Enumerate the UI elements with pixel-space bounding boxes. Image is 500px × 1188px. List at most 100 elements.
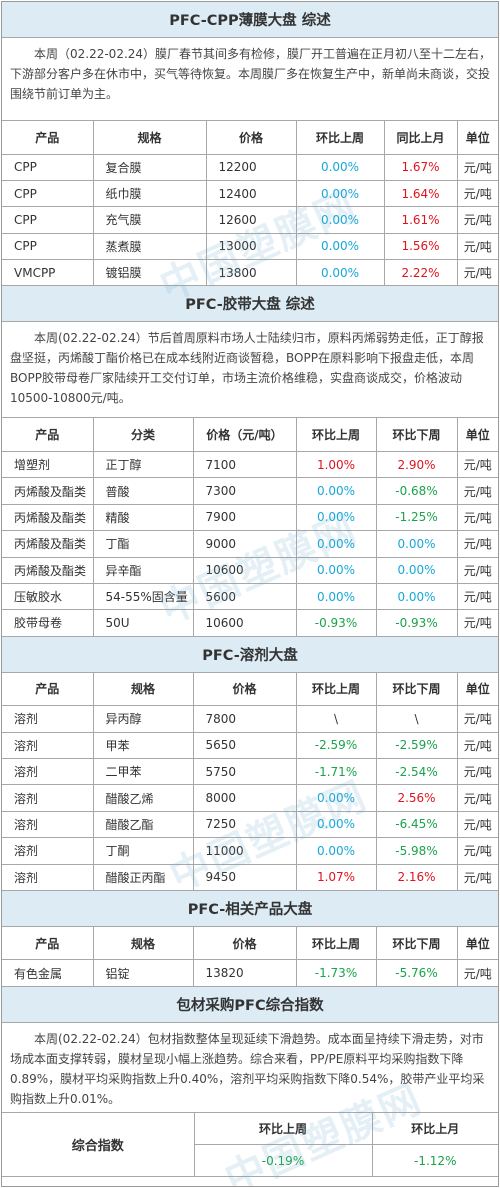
table-cell: 元/吨 [457,864,498,891]
table-cell: 元/吨 [457,451,498,479]
table-cell: 7100 [193,451,297,479]
table-cell: 溶剂 [2,837,94,865]
table-cell: 元/吨 [457,530,498,558]
table-cell: 丙烯酸及酯类 [2,504,94,532]
table-cell: 50U [93,609,194,637]
related-col-header: 环比下周 [376,926,458,961]
related-col-header: 价格 [193,926,297,961]
table-cell: -2.59% [296,732,377,759]
index-label: 综合指数 [2,1112,195,1178]
table-cell: -6.45% [376,811,458,839]
table-cell: 丙烯酸及酯类 [2,530,94,558]
table-cell: 13000 [206,233,297,261]
related-section-title: PFC-相关产品大盘 [2,890,498,927]
table-cell: 2.22% [384,259,458,287]
solvent-col-header: 单位 [457,672,498,707]
cpp-header-row: 产品 规格 价格 环比上周 同比上月 单位 [2,121,498,155]
table-row: 溶剂 丁酮 11000 0.00% -5.98% 元/吨 [2,837,498,865]
table-row: 溶剂 甲苯 5650 -2.59% -2.59% 元/吨 [2,732,498,759]
table-cell: 元/吨 [457,784,498,812]
table-cell: -0.68% [376,477,458,505]
solvent-col-header: 环比下周 [376,672,458,707]
index-col2-value: -1.12% [372,1144,498,1178]
table-cell: 0.00% [296,837,377,865]
table-cell: 5600 [193,583,297,611]
table-cell: 1.61% [384,206,458,234]
table-cell: \ [376,705,458,733]
table-cell: 二甲苯 [93,758,194,786]
tape-col-header: 环比上周 [296,418,377,452]
table-row: 溶剂 二甲苯 5750 -1.71% -2.54% 元/吨 [2,758,498,786]
table-cell: CPP [2,206,94,234]
table-row: 丙烯酸及酯类 普酸 7300 0.00% -0.68% 元/吨 [2,477,498,505]
table-cell: 增塑剂 [2,451,94,479]
table-cell: 胶带母卷 [2,609,94,637]
table-cell: 0.00% [296,259,385,287]
cpp-section-title: PFC-CPP薄膜大盘 综述 [2,2,498,38]
tape-table: 产品 分类 价格（元/吨） 环比上周 环比下周 单位 增塑剂 正丁醇 7100 1.00% 2.9… [2,418,498,637]
table-cell: 普酸 [93,477,194,505]
table-cell: 镀铝膜 [93,259,207,287]
table-cell: 13800 [206,259,297,287]
table-cell: 元/吨 [457,609,498,637]
index-intro: 本周(02.22-02.24）包材指数整体呈现延续下滑趋势。成本面呈持续下滑走势… [2,1023,498,1113]
table-cell: -0.93% [296,609,377,637]
table-cell: 异丙醇 [93,705,194,733]
table-cell: 2.16% [376,864,458,891]
table-cell: 5650 [193,732,297,759]
table-cell: 有色金属 [2,959,94,987]
table-cell: 0.00% [296,206,385,234]
table-cell: 溶剂 [2,864,94,891]
cpp-intro: 本周（02.22-02.24）膜厂春节其间多有检修，膜厂开工普遍在正月初八至十二… [2,38,498,121]
cpp-col-header: 同比上月 [384,121,458,155]
table-cell: 0.00% [296,180,385,208]
related-table: 产品 规格 价格 环比上周 环比下周 单位 有色金属 铝锭 13820 -1.73% -5.76%… [2,926,498,987]
table-cell: 元/吨 [457,758,498,786]
table-cell: CPP [2,154,94,181]
table-cell: 12600 [206,206,297,234]
table-cell: 12400 [206,180,297,208]
related-col-header: 产品 [2,926,94,961]
table-cell: 元/吨 [457,837,498,865]
cpp-col-header: 单位 [457,121,498,155]
table-cell: 0.00% [376,557,458,584]
table-cell: 0.00% [296,583,377,611]
table-cell: 丁酮 [93,837,194,865]
table-cell: 0.00% [376,583,458,611]
solvent-section-title: PFC-溶剂大盘 [2,636,498,673]
table-row: 丙烯酸及酯类 精酸 7900 0.00% -1.25% 元/吨 [2,504,498,532]
table-cell: 元/吨 [457,206,498,234]
table-cell: 5750 [193,758,297,786]
table-cell: 0.00% [296,811,377,839]
table-cell: 元/吨 [457,154,498,181]
table-row: 溶剂 醋酸乙酯 7250 0.00% -6.45% 元/吨 [2,811,498,839]
solvent-header-row: 产品 规格 价格 环比上周 环比下周 单位 [2,672,498,707]
table-cell: 7800 [193,705,297,733]
table-cell: 元/吨 [457,477,498,505]
table-cell: 1.56% [384,233,458,261]
table-cell: 甲苯 [93,732,194,759]
related-header-row: 产品 规格 价格 环比上周 环比下周 单位 [2,926,498,961]
table-cell: VMCPP [2,259,94,287]
table-cell: 蒸煮膜 [93,233,207,261]
table-cell: 元/吨 [457,504,498,532]
table-row: 有色金属 铝锭 13820 -1.73% -5.76% 元/吨 [2,959,498,987]
table-cell: 0.00% [296,504,377,532]
table-row: 溶剂 醋酸乙烯 8000 0.00% 2.56% 元/吨 [2,784,498,812]
table-cell: 元/吨 [457,259,498,287]
table-cell: 复合膜 [93,154,207,181]
table-cell: 0.00% [296,233,385,261]
table-cell: 7250 [193,811,297,839]
tape-col-header: 单位 [457,418,498,452]
table-cell: 铝锭 [93,959,194,987]
table-cell: 1.00% [296,451,377,479]
cpp-col-header: 价格 [206,121,297,155]
table-cell: 醋酸正丙酯 [93,864,194,891]
table-cell: 纸巾膜 [93,180,207,208]
table-cell: 元/吨 [457,233,498,261]
table-cell: -2.54% [376,758,458,786]
index-section-title: 包材采购PFC综合指数 [2,986,498,1023]
table-cell: 0.00% [296,784,377,812]
table-cell: 元/吨 [457,959,498,987]
